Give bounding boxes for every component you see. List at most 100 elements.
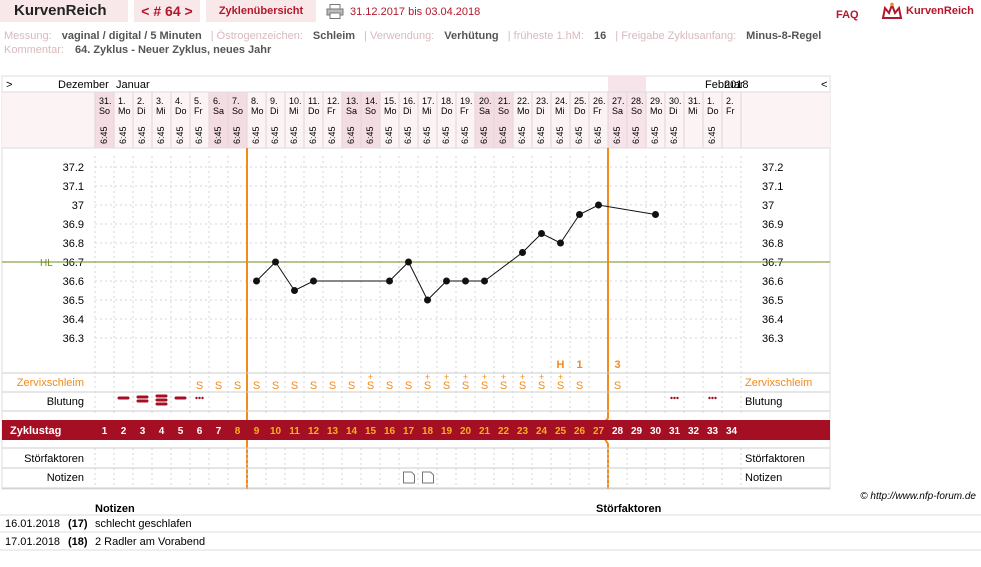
day-weekday: Sa: [213, 106, 224, 116]
bleeding-mark: [136, 395, 149, 399]
y-tick-left: 37.1: [63, 181, 84, 193]
measure-time: 6:45: [99, 126, 109, 144]
mucus-entry: S: [405, 380, 412, 392]
y-tick-right: 36.6: [762, 276, 783, 288]
temperature-point: [519, 249, 526, 256]
cycle-day-number: 9: [254, 426, 260, 437]
nav-next: <: [821, 79, 827, 91]
mucus-plus: +: [558, 372, 563, 382]
day-date: 24.: [555, 96, 568, 106]
note-icon[interactable]: [403, 471, 415, 484]
bleeding-spotting: [198, 396, 201, 400]
day-date: 8.: [251, 96, 259, 106]
mucus-plus: +: [368, 372, 373, 382]
day-weekday: Mi: [555, 106, 565, 116]
measure-time: 6:45: [441, 126, 451, 144]
faq-link[interactable]: FAQ: [836, 9, 859, 21]
day-date: 30.: [669, 96, 682, 106]
weekend-column: [228, 92, 247, 148]
cycle-day-number: 3: [140, 426, 146, 437]
y-tick-right: 36.3: [762, 333, 783, 345]
mucus-entry: S: [443, 380, 450, 392]
day-weekday: Do: [308, 106, 320, 116]
meta-separator: |: [361, 30, 371, 42]
app-title[interactable]: KurvenReich: [0, 0, 128, 22]
y-tick-left: 36.6: [63, 276, 84, 288]
cycle-overview-button[interactable]: Zyklenübersicht: [206, 0, 316, 22]
day-weekday: Di: [137, 106, 146, 116]
temperature-point: [310, 277, 317, 285]
measure-time: 6:45: [289, 126, 299, 144]
cycle-day-number: 4: [159, 426, 165, 437]
temperature-point: [291, 287, 298, 294]
mucus-plus: +: [482, 372, 487, 382]
day-date: 5.: [194, 96, 202, 106]
cycle-day-number: 24: [536, 426, 548, 437]
y-tick-right: 37: [762, 200, 774, 212]
measure-time: 6:45: [707, 126, 717, 144]
weekend-column: [361, 92, 380, 148]
measure-time: 6:45: [232, 126, 242, 144]
day-date: 31.: [688, 96, 701, 106]
day-weekday: Do: [175, 106, 187, 116]
month-label: Januar: [116, 79, 150, 91]
measure-time: 6:45: [365, 126, 375, 144]
cycle-day-number: 30: [650, 426, 662, 437]
cycle-day-number: 28: [612, 426, 624, 437]
weekend-column: [475, 92, 494, 148]
day-weekday: Sa: [612, 106, 623, 116]
day-weekday: So: [365, 106, 376, 116]
brand-logo-icon: [881, 2, 903, 19]
note-icon[interactable]: [422, 471, 434, 484]
day-date: 29.: [650, 96, 663, 106]
mucus-entry: S: [234, 380, 241, 392]
mucus-entry: S: [272, 380, 279, 392]
temperature-point: [576, 211, 583, 218]
mucus-entry: S: [367, 380, 374, 392]
note-cycle-day: (17): [68, 518, 88, 530]
day-date: 26.: [593, 96, 606, 106]
bleeding-spotting: [714, 396, 717, 400]
cycle-day-number: 8: [235, 426, 241, 437]
meta-value: 16: [593, 30, 607, 42]
measure-time: 6:45: [251, 126, 261, 144]
y-tick-right: 37.1: [762, 181, 783, 193]
day-weekday: Do: [707, 106, 719, 116]
day-date: 6.: [213, 96, 221, 106]
nav-prev: >: [6, 79, 12, 91]
cycle-day-number: 27: [593, 426, 605, 437]
temperature-point: [652, 211, 659, 218]
disturbance-row-label-right: Störfaktoren: [745, 453, 805, 465]
evaluation-marker: 3: [614, 359, 620, 371]
day-weekday: Di: [270, 106, 279, 116]
day-date: 17.: [422, 96, 435, 106]
day-date: 22.: [517, 96, 530, 106]
measure-time: 6:45: [669, 126, 679, 144]
measure-time: 6:45: [384, 126, 394, 144]
temperature-point: [443, 277, 450, 285]
cycle-day-number: 19: [441, 426, 453, 437]
meta-label: Freigabe Zyklusanfang:: [621, 30, 737, 42]
brand-name[interactable]: KurvenReich: [906, 5, 974, 17]
printer-icon[interactable]: [326, 4, 344, 19]
measure-time: 6:45: [631, 126, 641, 144]
day-weekday: Mo: [517, 106, 530, 116]
day-date: 21.: [498, 96, 511, 106]
cycle-day-label: Zyklustag: [10, 425, 61, 437]
y-tick-left: 36.9: [63, 219, 84, 231]
day-date: 1.: [707, 96, 715, 106]
day-weekday: So: [498, 106, 509, 116]
y-tick-left: 36.8: [63, 238, 84, 250]
note-date: 16.01.2018: [5, 518, 60, 530]
measure-time: 6:45: [498, 126, 508, 144]
day-date: 2.: [137, 96, 145, 106]
cycle-navigation[interactable]: < # 64 >: [134, 0, 200, 22]
measure-time: 6:45: [175, 126, 185, 144]
day-weekday: Mo: [251, 106, 264, 116]
day-weekday: Mi: [289, 106, 299, 116]
day-weekday: Sa: [479, 106, 490, 116]
day-date: 28.: [631, 96, 644, 106]
day-date: 20.: [479, 96, 492, 106]
cycle-day-number: 26: [574, 426, 586, 437]
meta-value: vaginal / digital / 5 Minuten: [61, 30, 202, 42]
